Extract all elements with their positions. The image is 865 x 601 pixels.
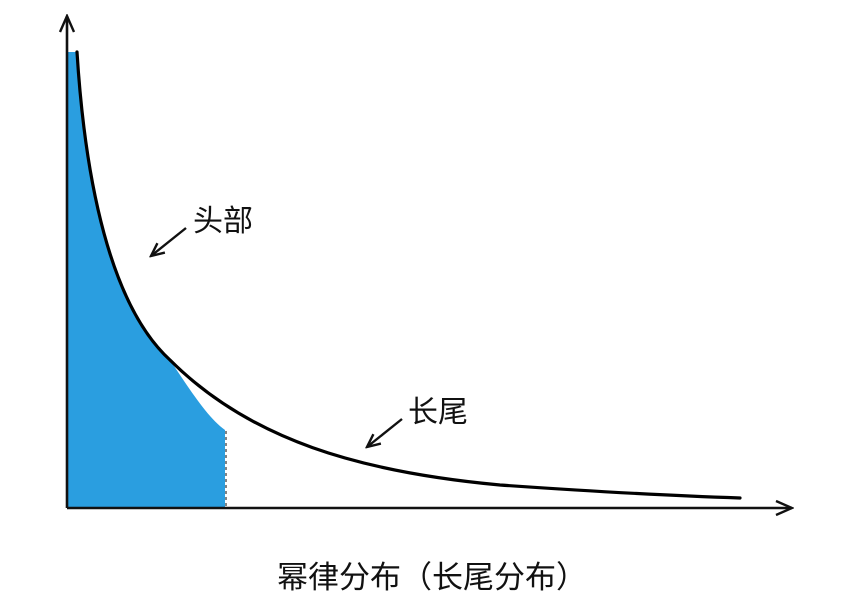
tail-label: 长尾 [408,395,468,430]
power-law-curve [75,50,742,500]
head-label: 头部 [193,204,253,239]
arrow-down-left-icon [151,227,187,256]
arrow-down-left-icon [367,418,403,447]
diagram-caption: 幂律分布（长尾分布） [277,560,587,596]
head-region [68,52,225,508]
